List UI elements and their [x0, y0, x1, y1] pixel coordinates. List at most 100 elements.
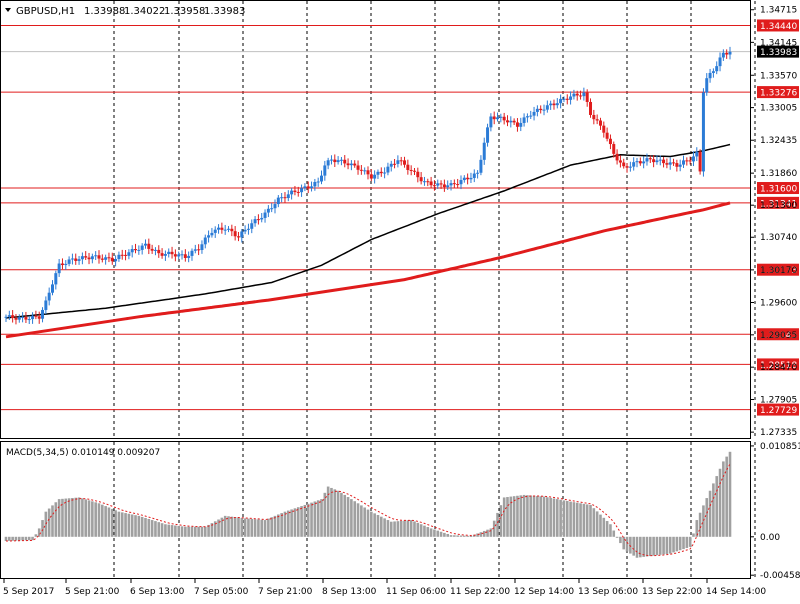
bearish-candle [492, 116, 496, 120]
macd-histogram-bar [379, 516, 383, 537]
macd-histogram-bar [516, 495, 519, 537]
level-price-label: 1.28518 [760, 361, 797, 371]
macd-histogram-bar [71, 497, 74, 537]
bearish-candle [416, 171, 420, 178]
bearish-candle [575, 93, 579, 96]
bullish-candle [329, 159, 333, 161]
level-price-box [757, 19, 799, 32]
bullish-candle [180, 254, 184, 256]
bearish-candle [592, 114, 596, 120]
bullish-candle [572, 93, 576, 97]
macd-histogram-bar [247, 518, 250, 537]
bullish-candle [286, 194, 290, 199]
bearish-candle [565, 98, 569, 100]
bullish-candle [290, 190, 294, 195]
bearish-candle [456, 184, 460, 186]
macd-signal-line [6, 463, 731, 557]
macd-histogram-bar [416, 522, 420, 537]
bullish-candle [449, 183, 453, 186]
macd-histogram-bar [426, 527, 430, 537]
macd-histogram-bar [267, 518, 270, 537]
macd-histogram-bar [582, 503, 586, 537]
macd-histogram-bar [44, 511, 48, 537]
macd-histogram-bar [569, 501, 572, 537]
macd-histogram-bar [682, 536, 685, 550]
bullish-candle [243, 229, 247, 232]
horizontal-levels-layer: 1.34440 1.33276 1.31600 1.31341 1.30173 1.290… [1, 19, 799, 416]
bullish-candle [642, 161, 646, 164]
bearish-candle [233, 231, 237, 237]
bullish-candle [682, 160, 686, 165]
macd-histogram-bar [154, 521, 157, 537]
header-close: 1.33983 [204, 6, 245, 17]
bearish-candle [672, 162, 676, 164]
bearish-candle [505, 120, 509, 123]
macd-histogram-bar [340, 492, 343, 537]
bullish-candle [273, 204, 277, 209]
time-axis-label: 5 Sep 21:00 [65, 587, 120, 597]
bearish-candle [160, 253, 164, 256]
macd-histogram-bar [230, 516, 234, 537]
macd-histogram-bar [695, 520, 699, 537]
bullish-candle [17, 317, 21, 320]
level-price-box [757, 403, 799, 416]
bullish-candle [203, 237, 207, 245]
bearish-candle [432, 185, 436, 187]
price-axis-label: 1.30170 [760, 266, 797, 276]
bullish-candle [153, 249, 157, 251]
price-axis-label: 1.33570 [760, 71, 797, 81]
bearish-candle [608, 138, 612, 145]
symbol-dropdown-icon[interactable] [5, 8, 11, 12]
macd-histogram-bar [383, 518, 386, 537]
macd-histogram-bar [409, 520, 413, 537]
level-price-box [757, 86, 799, 99]
bearish-candle [306, 186, 310, 188]
bullish-candle [117, 254, 121, 260]
bullish-candle [240, 231, 244, 238]
time-axis-label: 13 Sep 06:00 [578, 587, 638, 597]
macd-histogram-bar [722, 461, 725, 537]
bearish-candle [379, 171, 383, 174]
bearish-candle [84, 256, 88, 258]
bearish-candle [110, 257, 114, 262]
bullish-candle [386, 166, 390, 173]
bearish-candle [346, 163, 350, 166]
bearish-candle [399, 160, 403, 162]
bullish-candle [270, 208, 274, 210]
macd-histogram-bar [233, 517, 237, 537]
macd-histogram-bar [688, 536, 692, 547]
bullish-candle [482, 142, 486, 160]
macd-histogram-bar [363, 507, 366, 537]
macd-histogram-bar [4, 536, 8, 541]
bearish-candle [236, 236, 240, 238]
bullish-candle [140, 245, 144, 250]
bullish-candle [559, 98, 563, 104]
macd-histogram-bar [615, 536, 619, 538]
macd-histogram-bar [223, 515, 227, 537]
macd-histogram-bar [323, 492, 327, 537]
macd-histogram-bar [715, 476, 719, 537]
macd-histogram-bar [373, 513, 376, 537]
macd-histogram-bar [144, 517, 147, 537]
bullish-candle [708, 72, 712, 79]
bullish-candle [21, 316, 25, 318]
price-axis-label: 1.28470 [760, 363, 797, 373]
bullish-candle [67, 259, 71, 264]
macd-histogram-bar [565, 500, 569, 537]
bullish-candle [54, 273, 58, 285]
macd-histogram-bar [194, 526, 197, 537]
macd-histogram-bar [174, 525, 177, 537]
macd-histogram-bar [506, 497, 509, 537]
macd-histogram-bar [718, 468, 722, 537]
bearish-candle [419, 177, 423, 182]
header-open: 1.33988 [84, 6, 125, 17]
bearish-candle [256, 219, 260, 221]
macd-histogram-bar [512, 496, 516, 537]
bearish-candle [648, 158, 652, 160]
macd-histogram-bar [532, 495, 536, 537]
macd-histogram-bar [130, 514, 134, 537]
axis-labels-layer: 5 Sep 2017 5 Sep 21:00 6 Sep 13:00 7 Sep 05… [3, 6, 800, 597]
bearish-candle [688, 160, 692, 162]
